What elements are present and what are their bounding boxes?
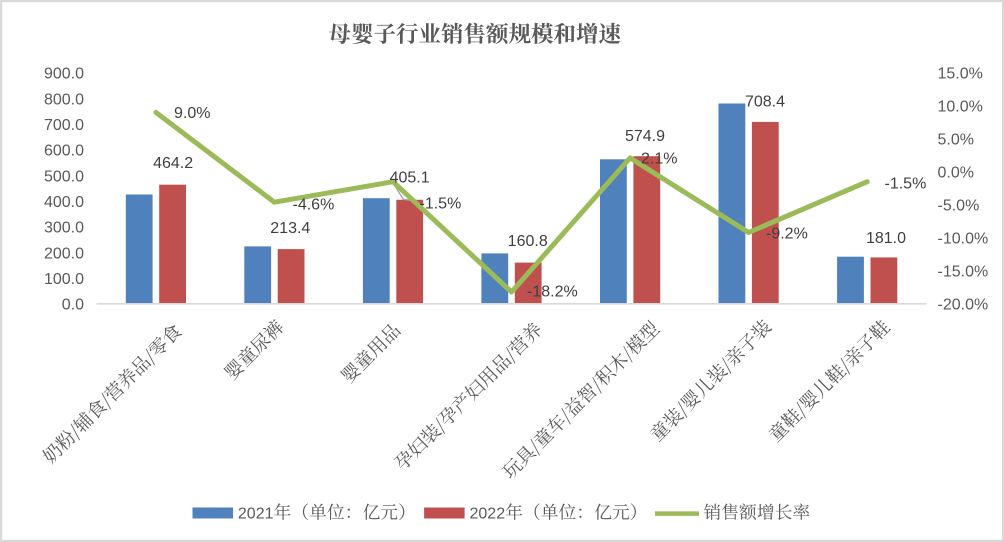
svg-text:-9.2%: -9.2% [766, 226, 808, 243]
svg-text:464.2: 464.2 [153, 155, 193, 172]
svg-text:600.0: 600.0 [44, 143, 84, 160]
svg-text:400.0: 400.0 [44, 194, 84, 211]
svg-text:-4.6%: -4.6% [293, 197, 335, 214]
svg-text:0.0%: 0.0% [938, 165, 974, 182]
svg-text:100.0: 100.0 [44, 271, 84, 288]
svg-text:5.0%: 5.0% [938, 132, 974, 149]
svg-text:574.9: 574.9 [625, 128, 665, 145]
svg-text:800.0: 800.0 [44, 91, 84, 108]
svg-text:-15.0%: -15.0% [938, 264, 989, 281]
svg-text:2021: 2021 [238, 506, 274, 523]
svg-text:-5.0%: -5.0% [938, 198, 980, 215]
svg-text:160.8: 160.8 [508, 233, 548, 250]
svg-text:700.0: 700.0 [44, 117, 84, 134]
svg-text:181.0: 181.0 [866, 230, 906, 247]
svg-text:0.0: 0.0 [62, 297, 84, 314]
svg-text:500.0: 500.0 [44, 168, 84, 185]
svg-text:-1.5%: -1.5% [885, 176, 927, 193]
svg-text:900.0: 900.0 [44, 66, 84, 83]
svg-text:2022: 2022 [470, 506, 506, 523]
svg-text:-20.0%: -20.0% [938, 297, 989, 314]
svg-text:2.1%: 2.1% [641, 151, 677, 168]
svg-text:10.0%: 10.0% [938, 99, 983, 116]
svg-text:-1.5%: -1.5% [420, 196, 462, 213]
svg-text:15.0%: 15.0% [938, 66, 983, 83]
svg-text:708.4: 708.4 [745, 94, 785, 111]
svg-text:405.1: 405.1 [390, 170, 430, 187]
svg-text:-18.2%: -18.2% [527, 283, 578, 300]
svg-text:200.0: 200.0 [44, 245, 84, 262]
svg-text:-10.0%: -10.0% [938, 231, 989, 248]
svg-text:213.4: 213.4 [270, 220, 310, 237]
svg-text:300.0: 300.0 [44, 220, 84, 237]
svg-text:9.0%: 9.0% [174, 105, 210, 122]
